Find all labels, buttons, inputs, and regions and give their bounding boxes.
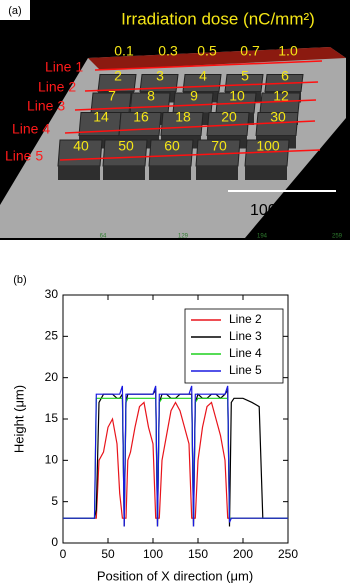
series-line [63, 397, 288, 519]
block-side [149, 166, 191, 180]
block-side [245, 166, 287, 180]
line-label: Line 2 [38, 79, 76, 95]
legend-label: Line 5 [229, 363, 262, 377]
block-side [58, 166, 100, 180]
panel-label: (b) [13, 274, 26, 286]
y-tick-label: 10 [45, 453, 59, 467]
line-label: Line 4 [12, 121, 50, 137]
dose-label: 0.1 [114, 43, 134, 59]
dose-label: 4 [199, 68, 207, 84]
dose-label: 6 [281, 68, 289, 84]
line-label: Line 3 [27, 98, 65, 114]
dose-label: 0.5 [197, 43, 217, 59]
scan-line [94, 60, 323, 71]
image-axis-tick: 64 [100, 234, 107, 240]
y-tick-label: 20 [45, 370, 59, 384]
dose-label: 8 [147, 88, 155, 104]
scan-line [59, 149, 321, 161]
series-line [63, 388, 288, 527]
legend-label: Line 4 [229, 346, 262, 360]
dose-label: 2 [114, 68, 122, 84]
x-tick-label: 0 [60, 547, 67, 561]
block-side [103, 166, 145, 180]
dose-label: 14 [93, 109, 109, 125]
scan-line [74, 99, 317, 111]
scan-line [84, 81, 319, 92]
dose-label: 0.3 [158, 43, 178, 59]
x-tick-label: 200 [233, 547, 253, 561]
panel-label: (a) [8, 5, 21, 17]
series-line [63, 385, 288, 527]
dose-label: 100 [256, 138, 280, 154]
y-tick-label: 15 [45, 411, 59, 425]
dose-label: 70 [211, 138, 227, 154]
y-tick-label: 5 [51, 494, 58, 508]
panel-label-box [0, 0, 30, 20]
image-axis-tick: 259 [332, 234, 343, 240]
x-tick-label: 100 [143, 547, 163, 561]
y-axis-label: Height (μm) [11, 385, 26, 453]
dose-label: 16 [133, 109, 149, 125]
scan-line [64, 120, 316, 134]
blocks [57, 74, 304, 180]
dose-label: 3 [156, 68, 164, 84]
dose-label: 7 [108, 88, 116, 104]
dose-label: 30 [270, 109, 286, 125]
x-axis-label: Position of X direction (μm) [97, 568, 253, 583]
line-label: Line 1 [45, 59, 83, 75]
dose-label: 1.0 [278, 43, 298, 59]
sample-edge [88, 47, 346, 70]
y-tick-label: 25 [45, 329, 59, 343]
y-tick-label: 30 [45, 287, 59, 301]
line-label: Line 5 [5, 148, 43, 164]
dose-label: 20 [221, 109, 237, 125]
dose-label: 0.7 [240, 43, 260, 59]
dose-label: 50 [118, 138, 134, 154]
dose-label: 9 [190, 88, 198, 104]
legend-label: Line 2 [229, 312, 262, 326]
scale-bar-label: 100 μm [250, 202, 304, 219]
image-axis-tick: 129 [178, 234, 189, 240]
dose-label: 18 [175, 109, 191, 125]
dose-label: 40 [73, 138, 89, 154]
dose-label: 60 [164, 138, 180, 154]
legend-label: Line 3 [229, 329, 262, 343]
dose-label: 10 [229, 88, 245, 104]
x-tick-label: 250 [278, 547, 298, 561]
y-tick-label: 0 [51, 535, 58, 549]
x-tick-label: 50 [101, 547, 115, 561]
x-tick-label: 150 [188, 547, 208, 561]
image-axis-tick: 194 [257, 234, 268, 240]
image-title: Irradiation dose (nC/mm²) [121, 9, 315, 28]
dose-label: 5 [241, 68, 249, 84]
block-side [196, 166, 238, 180]
dose-label: 12 [273, 88, 289, 104]
